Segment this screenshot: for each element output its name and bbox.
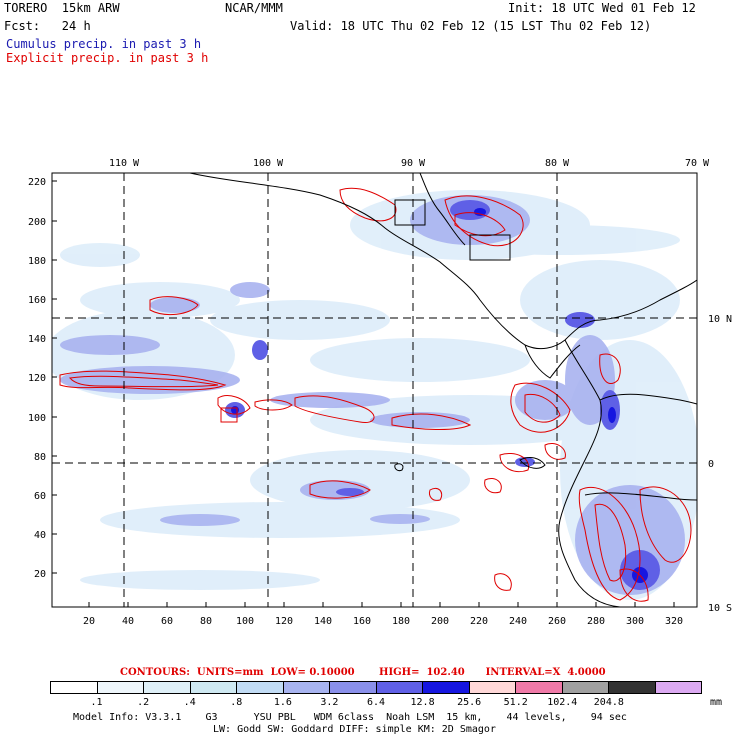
y-tick-label: 20 [34, 569, 46, 580]
x-tick-label: 140 [314, 616, 332, 627]
x-tick-label: 240 [509, 616, 527, 627]
legend-tick-label: .8 [230, 697, 243, 708]
legend-tick-label: 25.6 [457, 697, 482, 708]
lat-label: 10 N [708, 314, 732, 325]
legend-color-cell [609, 682, 656, 693]
legend-color-cell [51, 682, 98, 693]
legend-color-cell [97, 682, 144, 693]
lat-label: 0 [708, 459, 714, 470]
legend-color-cell [190, 682, 237, 693]
legend-color-cell [144, 682, 191, 693]
forecast-hour: Fcst: 24 h [4, 19, 91, 33]
y-tick-label: 40 [34, 530, 46, 541]
legend-tick-label: 6.4 [366, 697, 386, 708]
x-tick-label: 160 [353, 616, 371, 627]
x-tick-label: 200 [431, 616, 449, 627]
y-tick-label: 100 [28, 413, 46, 424]
lat-lon-grid [52, 173, 697, 607]
legend-tick-label: 102.4 [547, 697, 578, 708]
valid-time: Valid: 18 UTC Thu 02 Feb 12 (15 LST Thu … [290, 19, 652, 33]
legend-tick-label: .1 [90, 697, 103, 708]
y-tick-label: 200 [28, 217, 46, 228]
axis-ticks [52, 180, 675, 607]
y-tick-label: 80 [34, 452, 46, 463]
x-tick-label: 60 [161, 616, 173, 627]
legend-tick-label: 3.2 [320, 697, 339, 708]
cumulus-legend-text: Cumulus precip. in past 3 h [6, 37, 202, 51]
y-tick-label: 180 [28, 256, 46, 267]
lon-label: 80 W [545, 158, 570, 169]
legend-color-cell [376, 682, 423, 693]
x-tick-label: 20 [83, 616, 95, 627]
lon-label: 100 W [253, 158, 284, 169]
x-tick-label: 40 [122, 616, 134, 627]
center-label: NCAR/MMM [225, 1, 283, 15]
x-tick-label: 180 [392, 616, 410, 627]
legend-unit: mm [710, 697, 723, 708]
lon-label: 90 W [401, 158, 426, 169]
legend-tick-label: 51.2 [503, 697, 528, 708]
precip-map: 110 W 100 W 90 W 80 W 70 W 10 N 0 10 S 2… [28, 158, 732, 627]
model-info-line2: LW: Godd SW: Goddard DIFF: simple KM: 2D… [213, 724, 496, 735]
lon-label: 110 W [109, 158, 140, 169]
legend-tick-label: .4 [183, 697, 196, 708]
y-tick-label: 220 [28, 177, 46, 188]
legend-color-cell [237, 682, 284, 693]
x-tick-label: 220 [470, 616, 488, 627]
legend-color-cell [516, 682, 563, 693]
model-info-line1: Model Info: V3.3.1 G3 YSU PBL WDM 6class… [73, 712, 627, 723]
legend-tick-label: 1.6 [273, 697, 292, 708]
legend-tick-label: .2 [137, 697, 150, 708]
legend-color-cell [655, 682, 701, 693]
init-time: Init: 18 UTC Wed 01 Feb 12 [508, 1, 696, 15]
x-tick-label: 320 [665, 616, 683, 627]
y-tick-label: 140 [28, 334, 46, 345]
legend-color-cell [330, 682, 377, 693]
explicit-legend-text: Explicit precip. in past 3 h [6, 51, 209, 65]
y-tick-label: 160 [28, 295, 46, 306]
x-tick-label: 280 [587, 616, 605, 627]
color-legend-bar [50, 681, 702, 694]
contour-info: CONTOURS: UNITS=mm LOW= 0.10000 HIGH= 10… [120, 667, 606, 678]
model-title: TORERO 15km ARW [4, 1, 120, 15]
x-tick-label: 100 [236, 616, 254, 627]
precip-field [52, 173, 697, 607]
y-tick-label: 60 [34, 491, 46, 502]
legend-color-cell [423, 682, 470, 693]
legend-tick-label: 204.8 [593, 697, 624, 708]
lon-label: 70 W [685, 158, 710, 169]
legend-color-cell [469, 682, 516, 693]
legend-color-cell [283, 682, 330, 693]
legend-color-cell [562, 682, 609, 693]
x-tick-label: 260 [548, 616, 566, 627]
y-tick-label: 120 [28, 373, 46, 384]
map-frame [51, 172, 698, 608]
legend-tick-label: 12.8 [410, 697, 435, 708]
x-tick-label: 120 [275, 616, 293, 627]
x-tick-label: 80 [200, 616, 212, 627]
lat-label: 10 S [708, 603, 732, 614]
x-tick-label: 300 [626, 616, 644, 627]
